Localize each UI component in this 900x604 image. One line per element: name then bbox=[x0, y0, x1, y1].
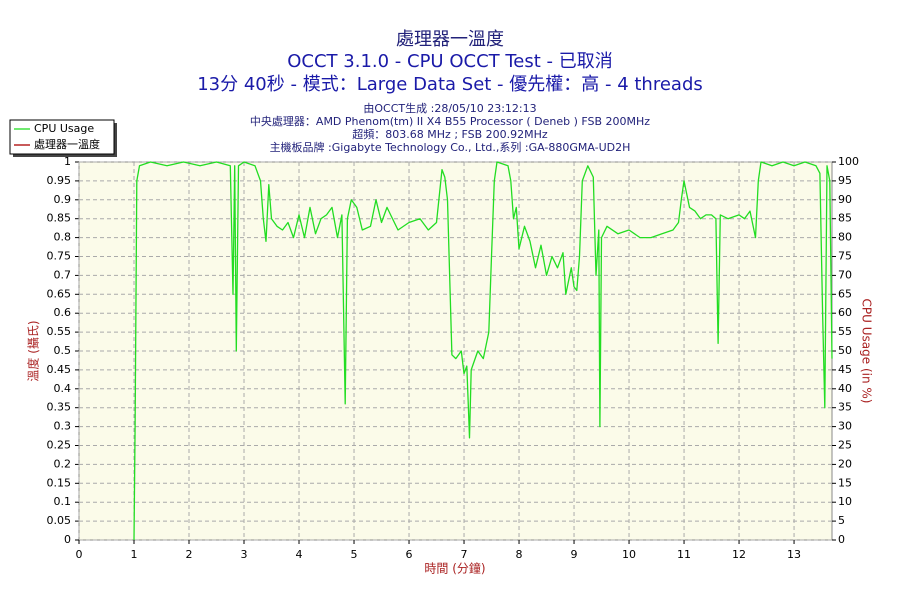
y-tick-label: 0.55 bbox=[47, 325, 72, 338]
x-tick-label: 1 bbox=[131, 548, 138, 561]
x-tick-label: 9 bbox=[571, 548, 578, 561]
y-tick-label: 0 bbox=[64, 533, 71, 546]
y-tick-label: 0.7 bbox=[54, 268, 72, 281]
y-tick-label: 0.35 bbox=[47, 401, 72, 414]
y-tick-label: 0.65 bbox=[47, 287, 72, 300]
y-tick-label: 0.15 bbox=[47, 476, 72, 489]
y-tick-label: 0.1 bbox=[54, 495, 72, 508]
info-line: 由OCCT生成 :28/05/10 23:12:13 bbox=[363, 101, 536, 115]
y-tick-label: 0.8 bbox=[54, 231, 72, 244]
info-line: 主機板品牌 :Gigabyte Technology Co., Ltd.,系列 … bbox=[270, 140, 631, 154]
y-tick-label: 0.9 bbox=[54, 193, 72, 206]
y2-tick-label: 25 bbox=[838, 439, 852, 452]
y-tick-label: 0.85 bbox=[47, 212, 72, 225]
y-tick-label: 0.6 bbox=[54, 306, 72, 319]
legend-label: 處理器一溫度 bbox=[34, 137, 100, 151]
y-tick-label: 0.95 bbox=[47, 174, 72, 187]
y2-tick-label: 80 bbox=[838, 231, 852, 244]
x-tick-label: 12 bbox=[732, 548, 746, 561]
y2-tick-label: 65 bbox=[838, 287, 852, 300]
x-tick-label: 8 bbox=[516, 548, 523, 561]
y2-tick-label: 5 bbox=[838, 514, 845, 527]
x-tick-label: 7 bbox=[461, 548, 468, 561]
x-tick-label: 2 bbox=[186, 548, 193, 561]
plot-area bbox=[78, 161, 833, 541]
x-tick-label: 3 bbox=[241, 548, 248, 561]
y-tick-label: 0.4 bbox=[54, 382, 72, 395]
y-axis-label: 溫度 (攝氏) bbox=[26, 320, 41, 381]
y2-tick-label: 15 bbox=[838, 476, 852, 489]
y-tick-label: 0.45 bbox=[47, 363, 72, 376]
y2-tick-label: 10 bbox=[838, 495, 852, 508]
info-line: 超頻：803.68 MHz ; FSB 200.92MHz bbox=[352, 127, 548, 141]
y2-tick-label: 75 bbox=[838, 250, 852, 263]
y-tick-label: 0.5 bbox=[54, 344, 72, 357]
y2-tick-label: 20 bbox=[838, 457, 852, 470]
y-tick-label: 0.75 bbox=[47, 250, 72, 263]
y2-tick-label: 0 bbox=[838, 533, 845, 546]
info-line: 中央處理器：AMD Phenom(tm) II X4 B55 Processor… bbox=[250, 114, 650, 128]
y-tick-label: 0.2 bbox=[54, 457, 72, 470]
chart-title: 處理器一溫度 bbox=[396, 29, 504, 50]
y2-tick-label: 30 bbox=[838, 420, 852, 433]
legend-label: CPU Usage bbox=[34, 122, 94, 135]
x-tick-label: 6 bbox=[406, 548, 413, 561]
y2-tick-label: 60 bbox=[838, 306, 852, 319]
y-tick-label: 0.3 bbox=[54, 420, 72, 433]
y2-tick-label: 45 bbox=[838, 363, 852, 376]
y2-tick-label: 35 bbox=[838, 401, 852, 414]
data-line bbox=[133, 161, 833, 541]
y2-tick-label: 55 bbox=[838, 325, 852, 338]
chart-subtitle: 13分 40秒 - 模式：Large Data Set - 優先權：高 - 4 … bbox=[197, 74, 703, 95]
y2-tick-label: 90 bbox=[838, 193, 852, 206]
x-axis-label: 時間 (分鐘) bbox=[424, 561, 485, 576]
y-tick-label: 0.05 bbox=[47, 514, 72, 527]
x-tick-label: 5 bbox=[351, 548, 358, 561]
y-tick-label: 1 bbox=[64, 155, 71, 168]
y2-tick-label: 85 bbox=[838, 212, 852, 225]
chart-subtitle: OCCT 3.1.0 - CPU OCCT Test - 已取消 bbox=[287, 51, 613, 72]
legend-box bbox=[9, 119, 115, 155]
x-tick-label: 4 bbox=[296, 548, 303, 561]
x-tick-label: 11 bbox=[677, 548, 691, 561]
x-tick-label: 10 bbox=[622, 548, 636, 561]
x-tick-label: 13 bbox=[787, 548, 801, 561]
y-tick-label: 0.25 bbox=[47, 439, 72, 452]
y2-tick-label: 50 bbox=[838, 344, 852, 357]
y2-tick-label: 100 bbox=[838, 155, 859, 168]
y2-axis-label: CPU Usage (in %) bbox=[860, 299, 874, 404]
y2-tick-label: 95 bbox=[838, 174, 852, 187]
x-tick-label: 0 bbox=[76, 548, 83, 561]
y2-tick-label: 40 bbox=[838, 382, 852, 395]
y2-tick-label: 70 bbox=[838, 268, 852, 281]
